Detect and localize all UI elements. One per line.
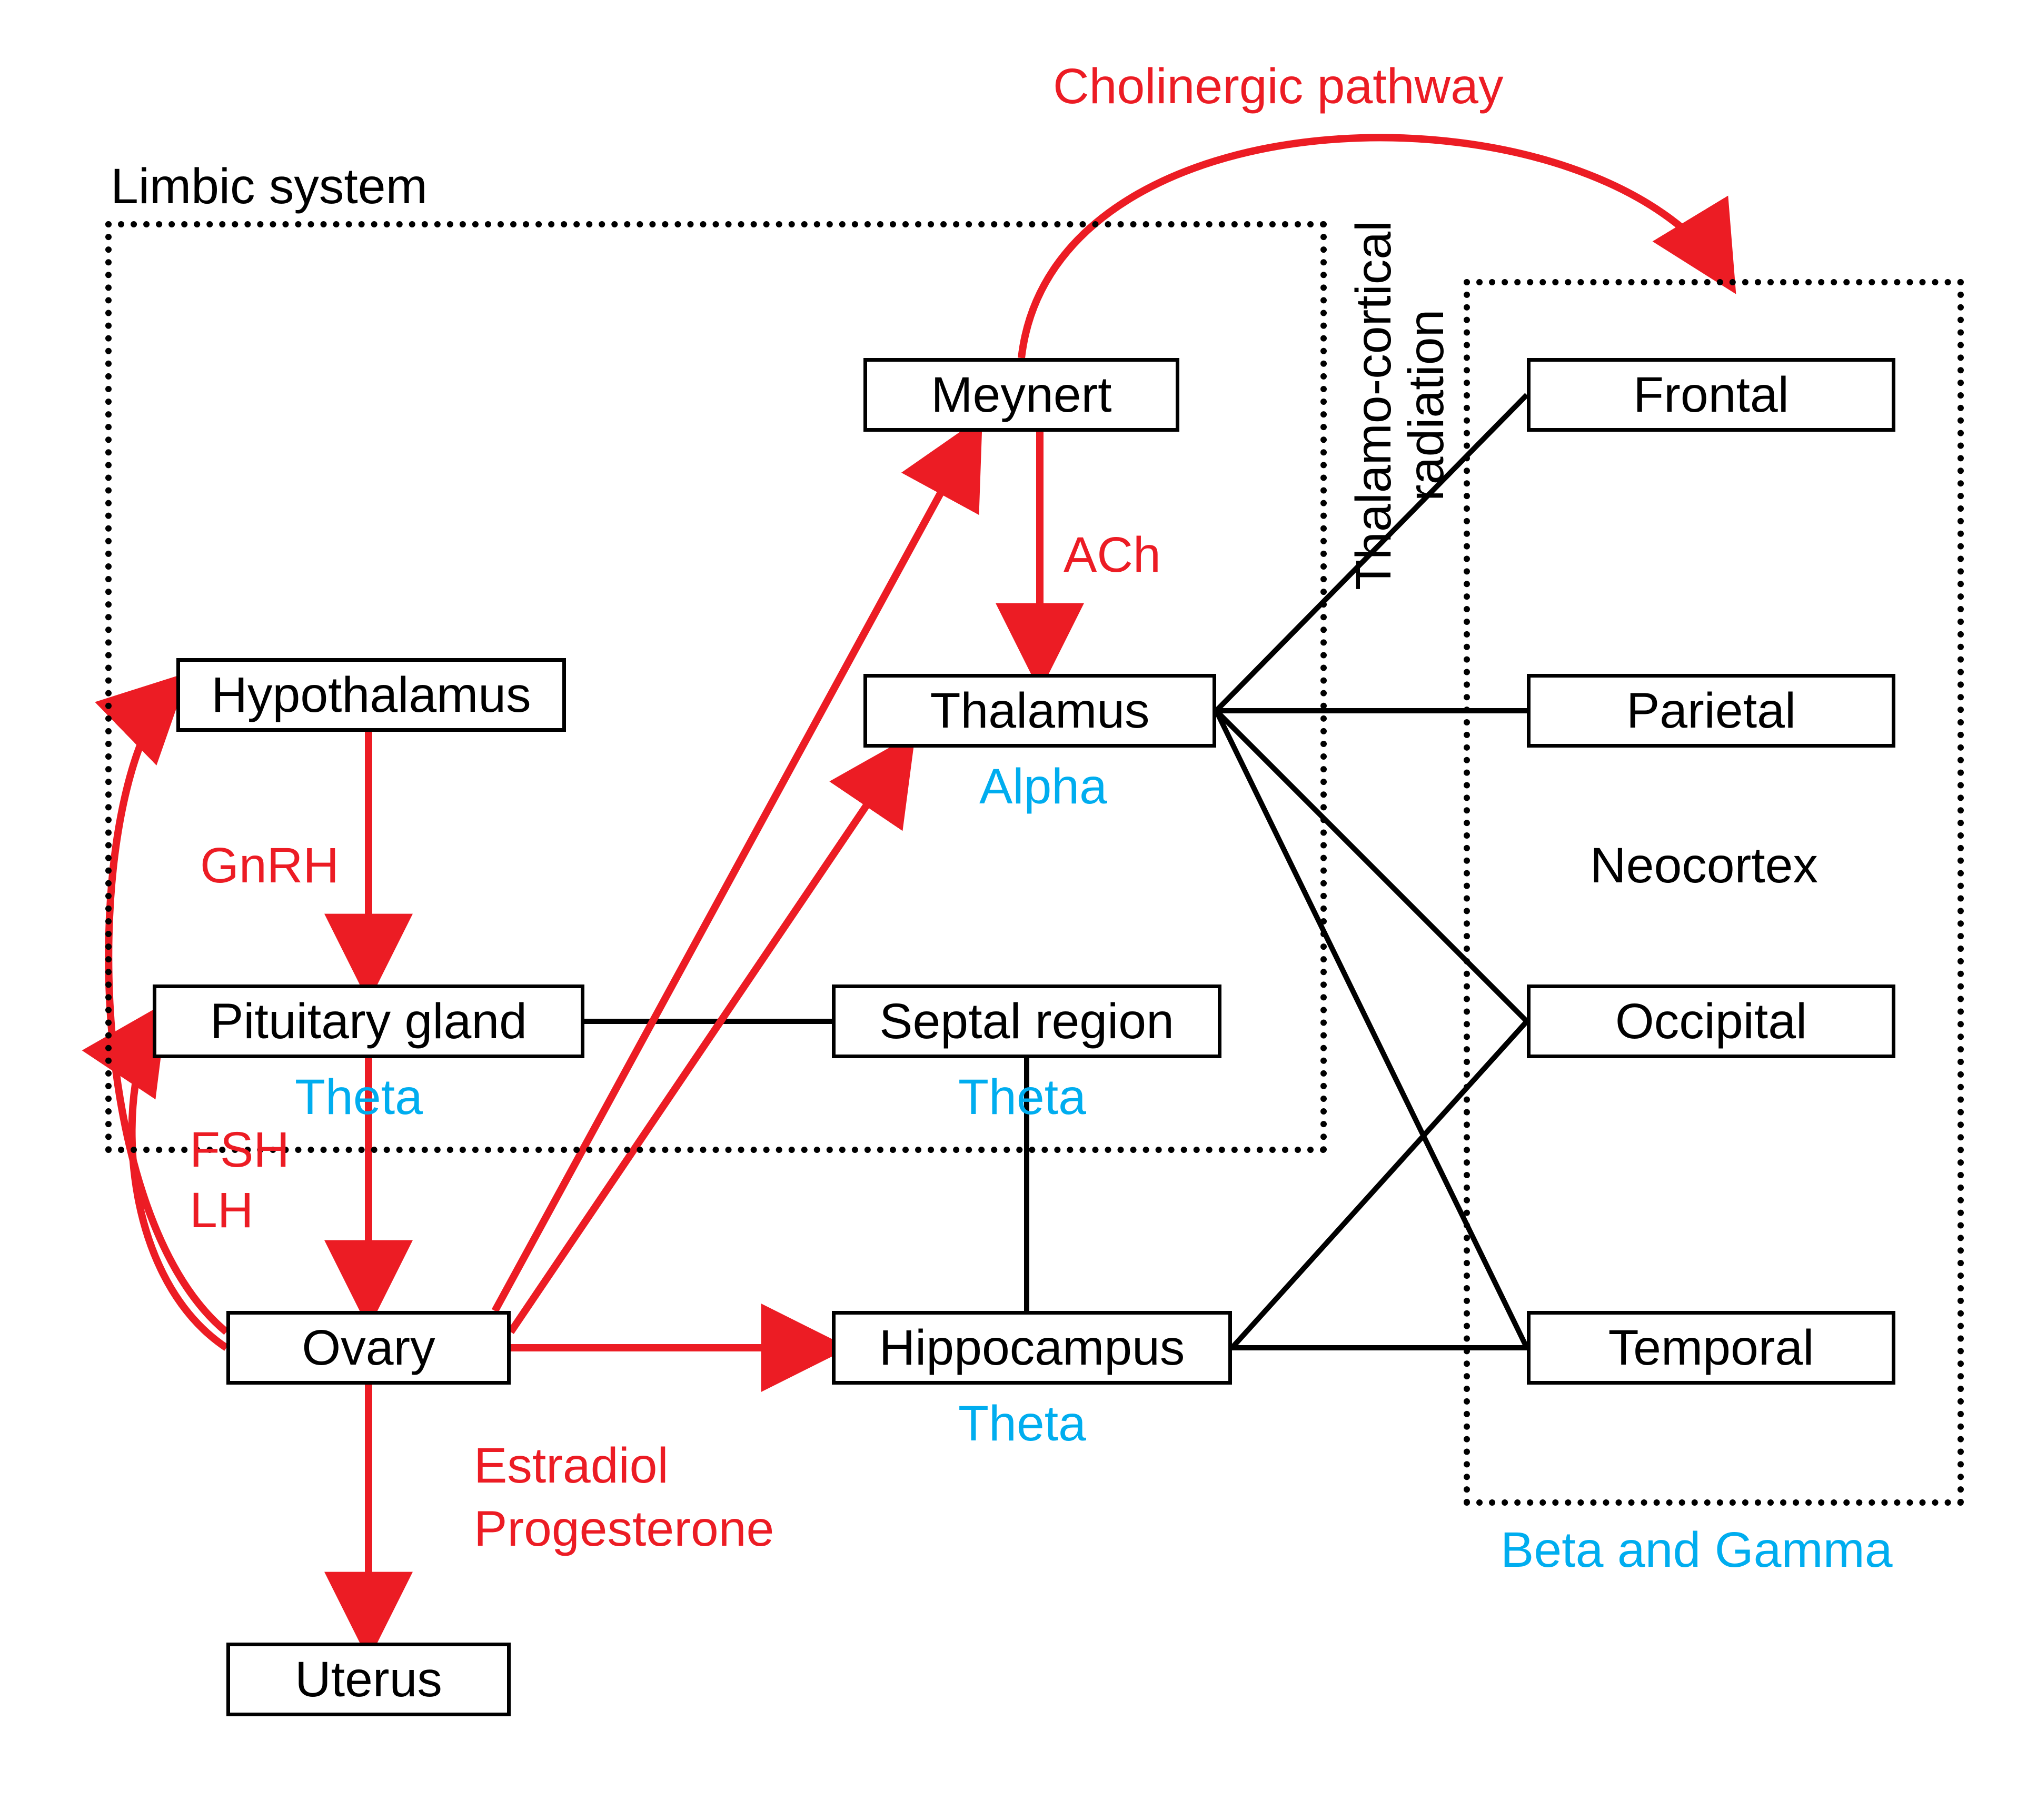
label-neocortex: Neocortex	[1590, 837, 1818, 894]
node-meynert: Meynert	[863, 358, 1179, 432]
label-cholinergic-pathway: Cholinergic pathway	[1053, 58, 1503, 115]
label-theta-septal: Theta	[958, 1069, 1086, 1126]
node-temporal: Temporal	[1527, 1311, 1895, 1385]
label-progesterone: Progesterone	[474, 1500, 774, 1558]
node-thalamus: Thalamus	[863, 674, 1216, 748]
node-label: Septal region	[879, 993, 1174, 1050]
node-frontal: Frontal	[1527, 358, 1895, 432]
node-label: Uterus	[295, 1651, 442, 1708]
label-beta-gamma: Beta and Gamma	[1501, 1521, 1893, 1579]
label-limbic-system: Limbic system	[111, 158, 428, 215]
node-label: Ovary	[302, 1319, 435, 1377]
label-alpha: Alpha	[979, 758, 1107, 815]
node-label: Temporal	[1608, 1319, 1814, 1377]
node-label: Hippocampus	[879, 1319, 1185, 1377]
node-label: Thalamus	[930, 682, 1149, 740]
node-hippocampus: Hippocampus	[832, 1311, 1232, 1385]
label-fsh: FSH	[190, 1121, 290, 1179]
label-lh: LH	[190, 1182, 253, 1239]
node-label: Meynert	[931, 366, 1111, 424]
label-gnrh: GnRH	[200, 837, 339, 894]
node-hypothalamus: Hypothalamus	[176, 658, 566, 732]
node-septal-region: Septal region	[832, 984, 1221, 1058]
node-label: Parietal	[1626, 682, 1796, 740]
node-parietal: Parietal	[1527, 674, 1895, 748]
node-label: Hypothalamus	[211, 667, 531, 724]
label-ach: ACh	[1064, 526, 1161, 584]
label-estradiol: Estradiol	[474, 1437, 669, 1495]
node-label: Frontal	[1633, 366, 1789, 424]
node-label: Pituitary gland	[210, 993, 527, 1050]
node-occipital: Occipital	[1527, 984, 1895, 1058]
diagram-root: Hypothalamus Pituitary gland Ovary Uteru…	[0, 0, 2027, 1820]
node-uterus: Uterus	[226, 1643, 511, 1716]
node-label: Occipital	[1615, 993, 1807, 1050]
label-thalamo-cortical-radiation: Thalamo-corticalradiation	[1348, 168, 1453, 642]
node-pituitary-gland: Pituitary gland	[153, 984, 584, 1058]
label-theta-hippocampus: Theta	[958, 1395, 1086, 1453]
label-theta-pituitary: Theta	[295, 1069, 423, 1126]
node-ovary: Ovary	[226, 1311, 511, 1385]
